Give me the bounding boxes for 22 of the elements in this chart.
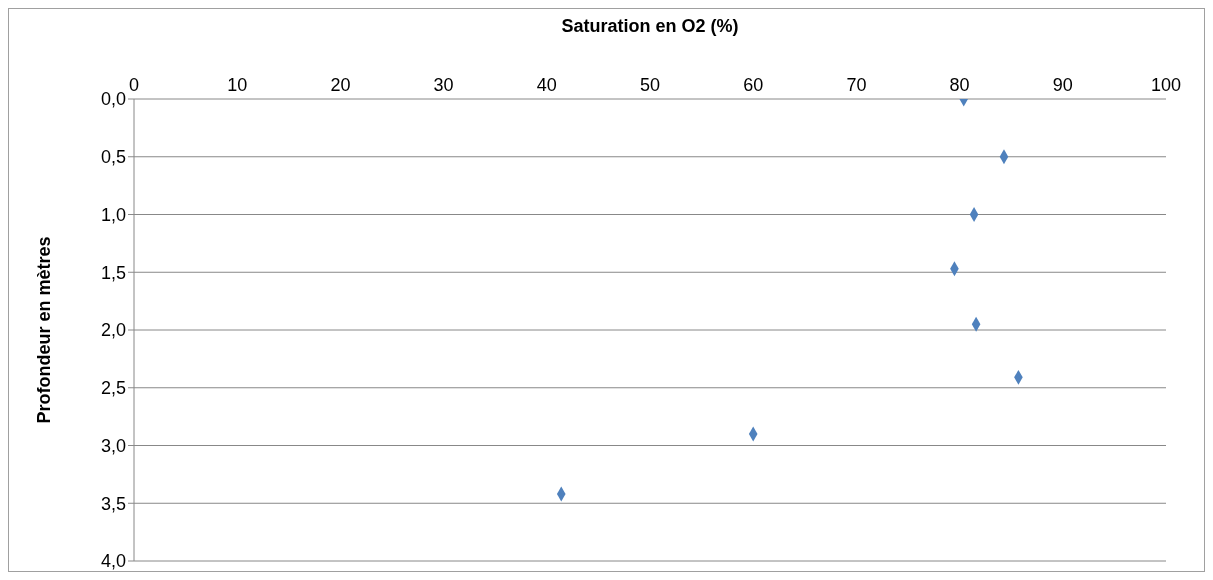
y-axis-title: Profondeur en mètres: [34, 236, 55, 424]
y-tick-label: 0,0: [100, 89, 126, 110]
x-tick-label: 100: [1150, 75, 1182, 95]
y-tick-label: 1,0: [100, 204, 126, 225]
y-tick-label: 3,5: [100, 493, 126, 514]
x-tick-label: 30: [433, 75, 454, 95]
y-tick-label: 4,0: [100, 551, 126, 572]
y-tick-label: 2,0: [100, 320, 126, 341]
x-tick-label: 80: [949, 75, 970, 95]
y-tick-label: 3,0: [100, 435, 126, 456]
x-tick-label: 0: [128, 75, 140, 95]
x-tick-label: 60: [743, 75, 764, 95]
y-tick-label: 1,5: [100, 262, 126, 283]
x-tick-label: 70: [846, 75, 867, 95]
x-tick-label: 40: [536, 75, 557, 95]
x-tick-label: 90: [1052, 75, 1073, 95]
x-tick-label: 10: [227, 75, 248, 95]
y-tick-label: 0,5: [100, 147, 126, 168]
y-tick-label: 2,5: [100, 378, 126, 399]
x-tick-label: 50: [639, 75, 661, 95]
x-tick-label: 20: [330, 75, 351, 95]
x-axis-title: Saturation en O2 (%): [561, 15, 739, 36]
